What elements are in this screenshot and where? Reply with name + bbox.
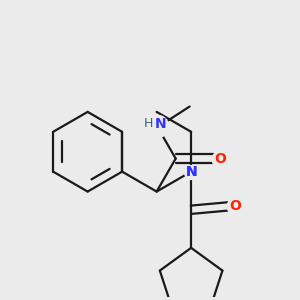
Text: N: N <box>185 165 197 179</box>
Text: O: O <box>214 152 226 166</box>
Text: N: N <box>154 117 166 131</box>
Text: H: H <box>143 117 153 130</box>
Text: O: O <box>230 199 242 213</box>
Text: N: N <box>185 165 197 179</box>
